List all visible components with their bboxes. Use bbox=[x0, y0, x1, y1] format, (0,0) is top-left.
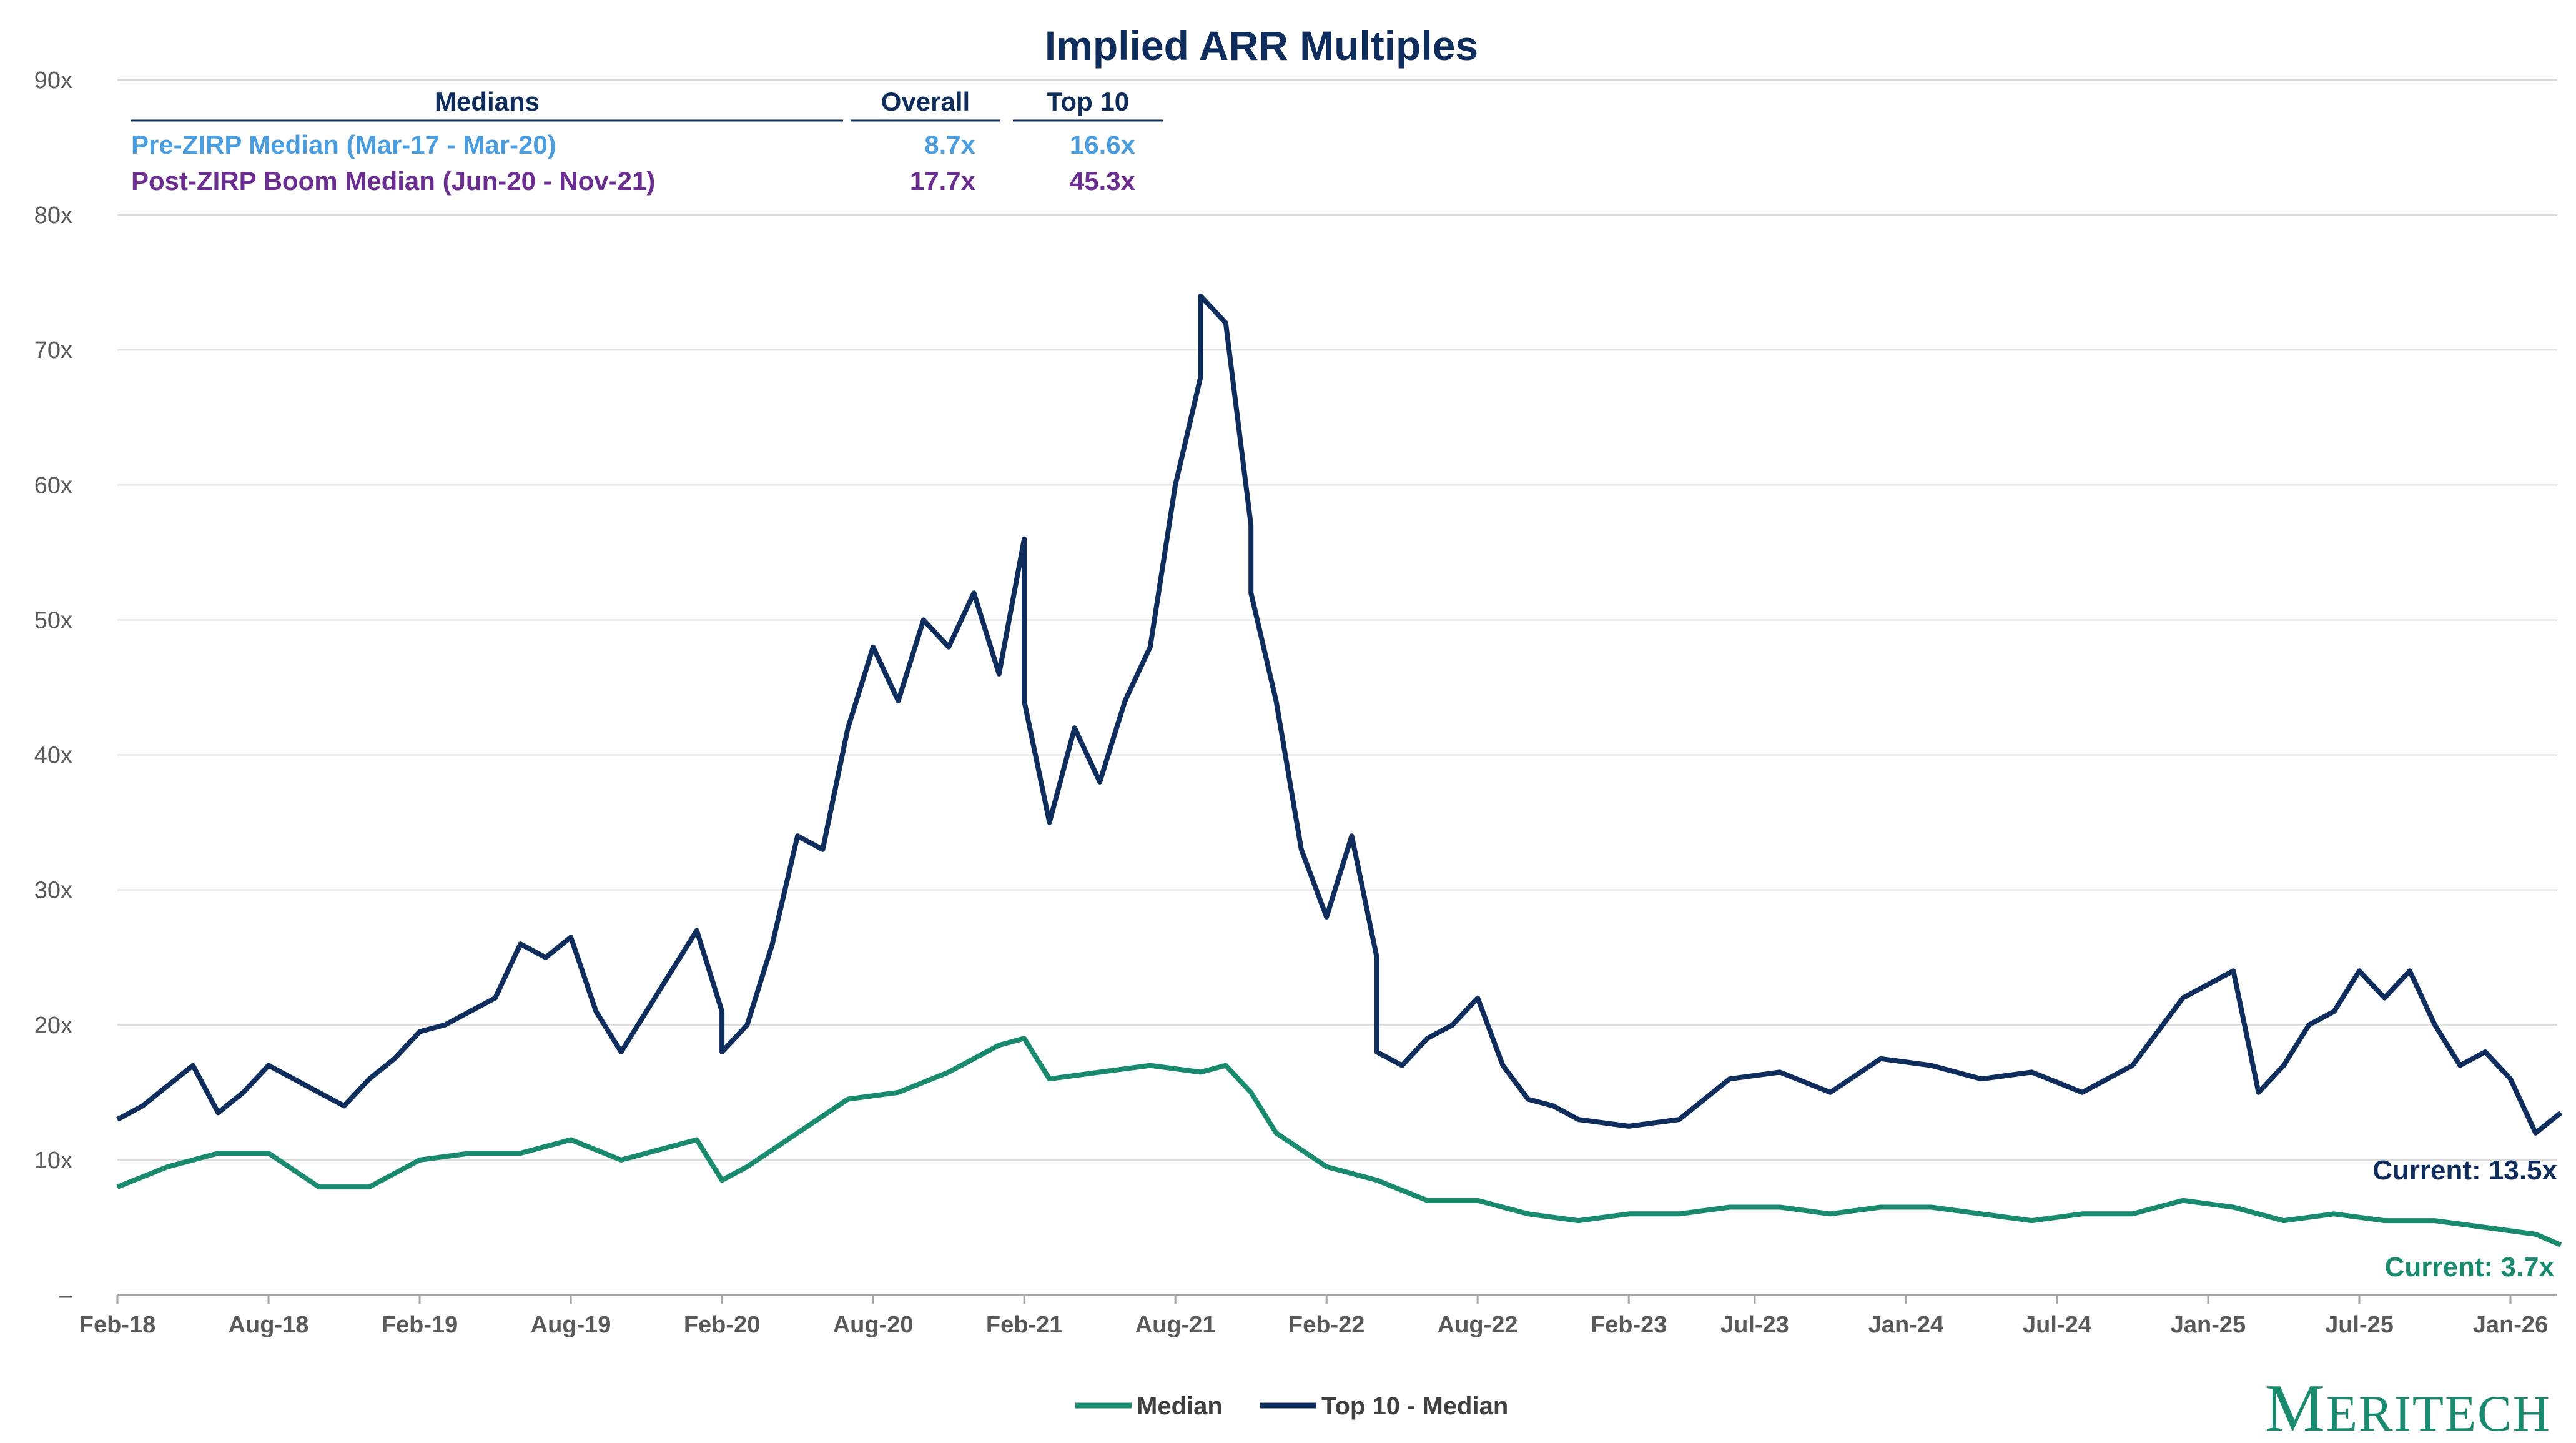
annotation-top10-current: Current: 13.5x bbox=[2372, 1155, 2557, 1186]
y-tick-label: 50x bbox=[34, 607, 72, 633]
legend: Median Top 10 - Median bbox=[1075, 1392, 1508, 1420]
gridlines bbox=[117, 79, 2557, 1161]
annotation-median-current: Current: 3.7x bbox=[2385, 1252, 2555, 1282]
x-tick-label: Jan-25 bbox=[2171, 1312, 2246, 1338]
x-tick-label: Aug-21 bbox=[1135, 1312, 1216, 1338]
y-tick-label: 30x bbox=[34, 878, 72, 904]
series-median-line bbox=[116, 1036, 2562, 1247]
y-tick-label: 80x bbox=[34, 202, 72, 229]
medians-row-post-zirp-label: Post-ZIRP Boom Median (Jun-20 - Nov-21) bbox=[131, 166, 655, 196]
medians-header-top10: Top 10 bbox=[1047, 87, 1129, 116]
medians-row-pre-zirp-label: Pre-ZIRP Median (Mar-17 - Mar-20) bbox=[131, 130, 556, 159]
x-tick-label: Jul-25 bbox=[2325, 1312, 2394, 1338]
y-tick-label: 60x bbox=[34, 472, 72, 498]
x-tick-label: Feb-21 bbox=[986, 1312, 1062, 1338]
y-tick-label: 20x bbox=[34, 1013, 72, 1039]
legend-label-top10: Top 10 - Median bbox=[1321, 1392, 1508, 1420]
medians-table: Medians Overall Top 10 Pre-ZIRP Median (… bbox=[131, 87, 1163, 196]
y-tick-label: – bbox=[59, 1282, 73, 1309]
medians-row-post-zirp-top10: 45.3x bbox=[1070, 166, 1136, 196]
y-tick-label: 40x bbox=[34, 743, 72, 769]
x-tick-label: Jan-24 bbox=[1868, 1312, 1943, 1338]
y-axis: – 10x 20x 30x 40x 50x 60x 70x 80x 90x bbox=[34, 67, 73, 1309]
x-tick-label: Aug-20 bbox=[833, 1312, 914, 1338]
meritech-logo: MERITECH bbox=[2265, 1371, 2551, 1443]
y-tick-label: 70x bbox=[34, 337, 72, 364]
x-tick-label: Aug-19 bbox=[531, 1312, 611, 1338]
medians-row-pre-zirp-overall: 8.7x bbox=[924, 130, 975, 159]
chart-title: Implied ARR Multiples bbox=[1045, 22, 1478, 69]
x-tick-label: Jul-24 bbox=[2023, 1312, 2091, 1338]
medians-row-pre-zirp-top10: 16.6x bbox=[1070, 130, 1136, 159]
series-top10-median-line bbox=[116, 293, 2563, 1136]
x-tick-label: Aug-22 bbox=[1438, 1312, 1518, 1338]
series-lines bbox=[116, 293, 2563, 1247]
y-tick-label: 10x bbox=[34, 1148, 72, 1174]
x-tick-label: Jul-23 bbox=[1720, 1312, 1789, 1338]
x-tick-label: Feb-23 bbox=[1591, 1312, 1667, 1338]
x-axis-ticks: Feb-18 Aug-18 Feb-19 Aug-19 Feb-20 Aug-20 Feb-… bbox=[79, 1295, 2548, 1338]
x-tick-label: Aug-18 bbox=[229, 1312, 309, 1338]
legend-label-median: Median bbox=[1137, 1392, 1223, 1420]
medians-header-label: Medians bbox=[435, 87, 540, 116]
x-tick-label: Feb-19 bbox=[382, 1312, 458, 1338]
x-tick-label: Feb-22 bbox=[1288, 1312, 1364, 1338]
x-tick-label: Jan-26 bbox=[2473, 1312, 2548, 1338]
medians-header-overall: Overall bbox=[881, 87, 970, 116]
medians-row-post-zirp-overall: 17.7x bbox=[910, 166, 976, 196]
y-tick-label: 90x bbox=[34, 67, 72, 94]
x-tick-label: Feb-18 bbox=[79, 1312, 155, 1338]
x-tick-label: Feb-20 bbox=[684, 1312, 760, 1338]
